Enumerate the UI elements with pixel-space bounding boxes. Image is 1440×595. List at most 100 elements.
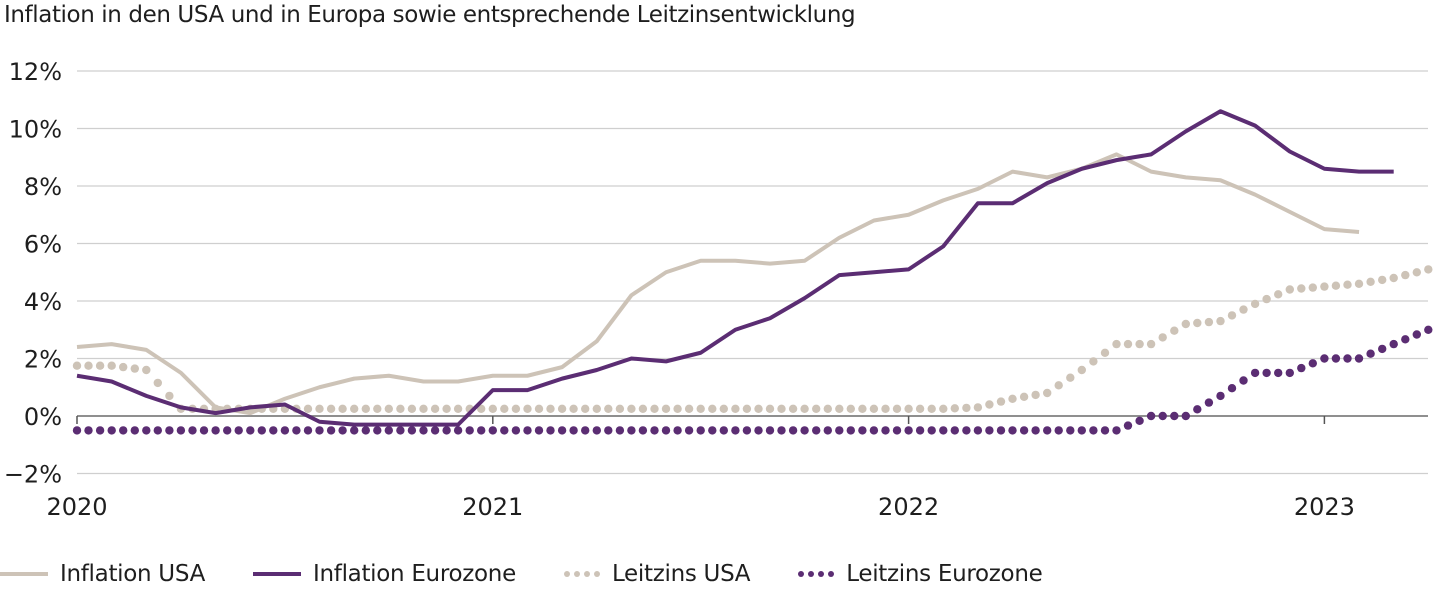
- series-dot-leitzins-usa: [661, 404, 671, 413]
- y-tick-label: 6%: [24, 231, 62, 259]
- series-dot-leitzins-eurozone: [361, 426, 370, 435]
- series-dot-leitzins-eurozone: [419, 426, 428, 435]
- series-dot-leitzins-usa: [84, 361, 93, 370]
- series-dot-leitzins-usa: [996, 397, 1006, 406]
- series-dot-leitzins-eurozone: [835, 426, 844, 435]
- series-dot-leitzins-eurozone: [1100, 426, 1110, 435]
- series-dot-leitzins-usa: [165, 391, 174, 401]
- series-dot-leitzins-eurozone: [500, 426, 509, 435]
- series-dot-leitzins-usa: [615, 404, 625, 413]
- series-dot-leitzins-usa: [846, 404, 855, 413]
- series-dot-leitzins-eurozone: [1262, 368, 1271, 378]
- series-dot-leitzins-eurozone: [1354, 354, 1364, 363]
- series-dot-leitzins-usa: [1354, 279, 1364, 288]
- series-dot-leitzins-eurozone: [881, 426, 890, 435]
- series-dot-leitzins-eurozone: [1331, 354, 1341, 363]
- series-dot-leitzins-eurozone: [84, 426, 93, 435]
- series-dot-leitzins-usa: [1100, 348, 1110, 357]
- series-dot-leitzins-eurozone: [731, 426, 740, 435]
- series-dot-leitzins-usa: [950, 404, 959, 413]
- x-axis: 2020 2021 2022 2023: [46, 415, 1428, 521]
- series-dot-leitzins-usa: [546, 404, 555, 413]
- series-dot-leitzins-usa: [869, 404, 879, 413]
- series-dot-leitzins-usa: [1089, 357, 1098, 366]
- series-dot-leitzins-eurozone: [373, 426, 382, 435]
- series-dot-leitzins-eurozone: [292, 426, 301, 435]
- series-dot-leitzins-eurozone: [511, 426, 521, 435]
- series-dot-leitzins-usa: [1412, 268, 1422, 277]
- y-tick-label: 12%: [9, 58, 62, 86]
- series-dot-leitzins-eurozone: [1123, 421, 1133, 430]
- series-dot-leitzins-usa: [915, 404, 925, 413]
- series-dot-leitzins-usa: [1320, 282, 1329, 291]
- series-dot-leitzins-eurozone: [199, 426, 209, 435]
- series-dot-leitzins-usa: [1043, 388, 1052, 398]
- series-dot-leitzins-eurozone: [477, 426, 486, 435]
- series-dot-leitzins-usa: [477, 404, 486, 413]
- series-dot-leitzins-eurozone: [1077, 426, 1087, 435]
- series-dot-leitzins-usa: [1193, 318, 1202, 328]
- series-dot-leitzins-usa: [1135, 339, 1144, 349]
- series-dot-leitzins-usa: [1227, 311, 1237, 320]
- series-dot-leitzins-eurozone: [1424, 325, 1433, 334]
- series-dot-leitzins-usa: [523, 404, 532, 413]
- series-dot-leitzins-eurozone: [846, 426, 855, 435]
- series-dot-leitzins-usa: [800, 404, 809, 413]
- series-dot-leitzins-eurozone: [246, 426, 255, 435]
- y-tick-label: 0%: [24, 403, 62, 431]
- series-dot-leitzins-usa: [500, 404, 509, 413]
- series-dot-leitzins-usa: [1146, 339, 1156, 349]
- series-dot-leitzins-usa: [430, 404, 440, 413]
- series-dot-leitzins-usa: [107, 361, 116, 370]
- series-dot-leitzins-eurozone: [303, 426, 313, 435]
- series-dot-leitzins-usa: [511, 404, 521, 413]
- series-dot-leitzins-usa: [1216, 316, 1225, 326]
- series-dot-leitzins-eurozone: [627, 426, 636, 435]
- series-dot-leitzins-usa: [1181, 319, 1191, 329]
- series-dot-leitzins-usa: [1343, 280, 1352, 289]
- y-tick-label: −2%: [4, 461, 62, 489]
- series-dot-leitzins-eurozone: [1297, 363, 1306, 373]
- series-dot-leitzins-eurozone: [1054, 426, 1063, 435]
- series-dot-leitzins-eurozone: [534, 426, 544, 435]
- series-dot-leitzins-eurozone: [939, 426, 948, 435]
- series-dot-leitzins-eurozone: [1019, 426, 1029, 435]
- series-dot-leitzins-usa: [881, 404, 890, 413]
- series-dot-leitzins-eurozone: [442, 426, 451, 435]
- legend-item-inflation-eurozone: Inflation Eurozone: [253, 561, 516, 587]
- series-leitzins-usa: [72, 265, 1433, 413]
- series-dot-leitzins-usa: [1008, 394, 1017, 403]
- legend-swatch-solid: [253, 572, 302, 576]
- series-dot-leitzins-eurozone: [950, 426, 959, 435]
- series-dot-leitzins-eurozone: [384, 426, 393, 435]
- series-dot-leitzins-eurozone: [1181, 411, 1191, 421]
- series-dot-leitzins-eurozone: [176, 426, 186, 435]
- series-line-inflation-usa: [76, 152, 1360, 416]
- legend-item-inflation-usa: Inflation USA: [0, 561, 205, 587]
- series-dot-leitzins-eurozone: [708, 426, 717, 435]
- series-dot-leitzins-eurozone: [1043, 426, 1052, 435]
- series-dot-leitzins-usa: [1239, 305, 1248, 314]
- series-dot-leitzins-usa: [638, 404, 648, 413]
- series-dot-leitzins-eurozone: [719, 426, 728, 435]
- series-dot-leitzins-usa: [130, 364, 139, 373]
- series-dot-leitzins-usa: [1077, 365, 1087, 375]
- series-dot-leitzins-usa: [742, 404, 752, 413]
- series-dot-leitzins-eurozone: [650, 426, 659, 435]
- series-dot-leitzins-usa: [939, 404, 948, 413]
- series-dot-leitzins-usa: [361, 404, 370, 413]
- series-dot-leitzins-eurozone: [696, 426, 705, 435]
- series-dot-leitzins-usa: [788, 404, 798, 413]
- series-dot-leitzins-usa: [1366, 277, 1375, 286]
- legend-label: Leitzins Eurozone: [846, 561, 1043, 587]
- series-dot-leitzins-eurozone: [1031, 426, 1040, 435]
- series-dot-leitzins-eurozone: [1227, 384, 1237, 393]
- series-dot-leitzins-eurozone: [673, 426, 682, 435]
- series-dot-leitzins-usa: [985, 400, 994, 409]
- series-dot-leitzins-eurozone: [1250, 368, 1260, 378]
- series-dot-leitzins-eurozone: [1412, 330, 1422, 339]
- chart-legend: Inflation USA Inflation Eurozone Leitzin…: [0, 556, 1090, 592]
- series-dot-leitzins-usa: [373, 404, 382, 413]
- y-tick-label: 4%: [24, 288, 62, 316]
- series-dot-leitzins-usa: [1389, 273, 1398, 283]
